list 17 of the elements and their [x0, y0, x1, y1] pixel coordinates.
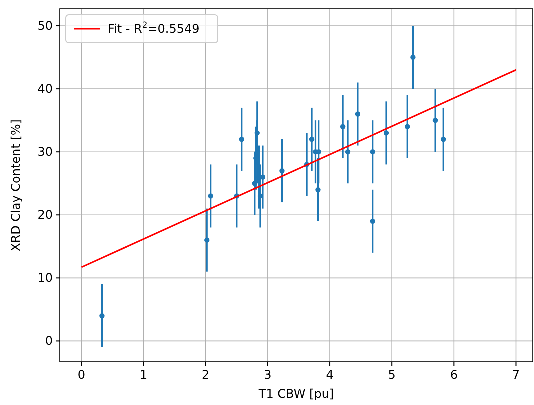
y-tick-label: 10	[38, 271, 53, 286]
y-tick-label: 30	[38, 145, 53, 160]
x-tick-label: 1	[140, 368, 148, 382]
x-axis-title: T1 CBW [pu]	[258, 387, 334, 401]
legend-label: Fit - R$^{2}$=0.5549	[108, 20, 200, 36]
y-tick-label: 20	[38, 208, 53, 222]
y-axis-title: XRD Clay Content [%]	[9, 120, 23, 252]
x-tick-label: 3	[264, 368, 272, 382]
y-tick-label: 50	[38, 19, 53, 34]
x-tick-label: 5	[388, 368, 396, 382]
y-tick-label: 40	[38, 82, 53, 96]
x-tick-label: 0	[78, 368, 86, 382]
x-tick-label: 4	[326, 368, 334, 382]
y-tick-label: 0	[45, 334, 53, 348]
x-tick-label: 2	[202, 368, 210, 382]
x-tick-label: 6	[450, 368, 458, 382]
x-tick-label: 7	[512, 368, 520, 382]
